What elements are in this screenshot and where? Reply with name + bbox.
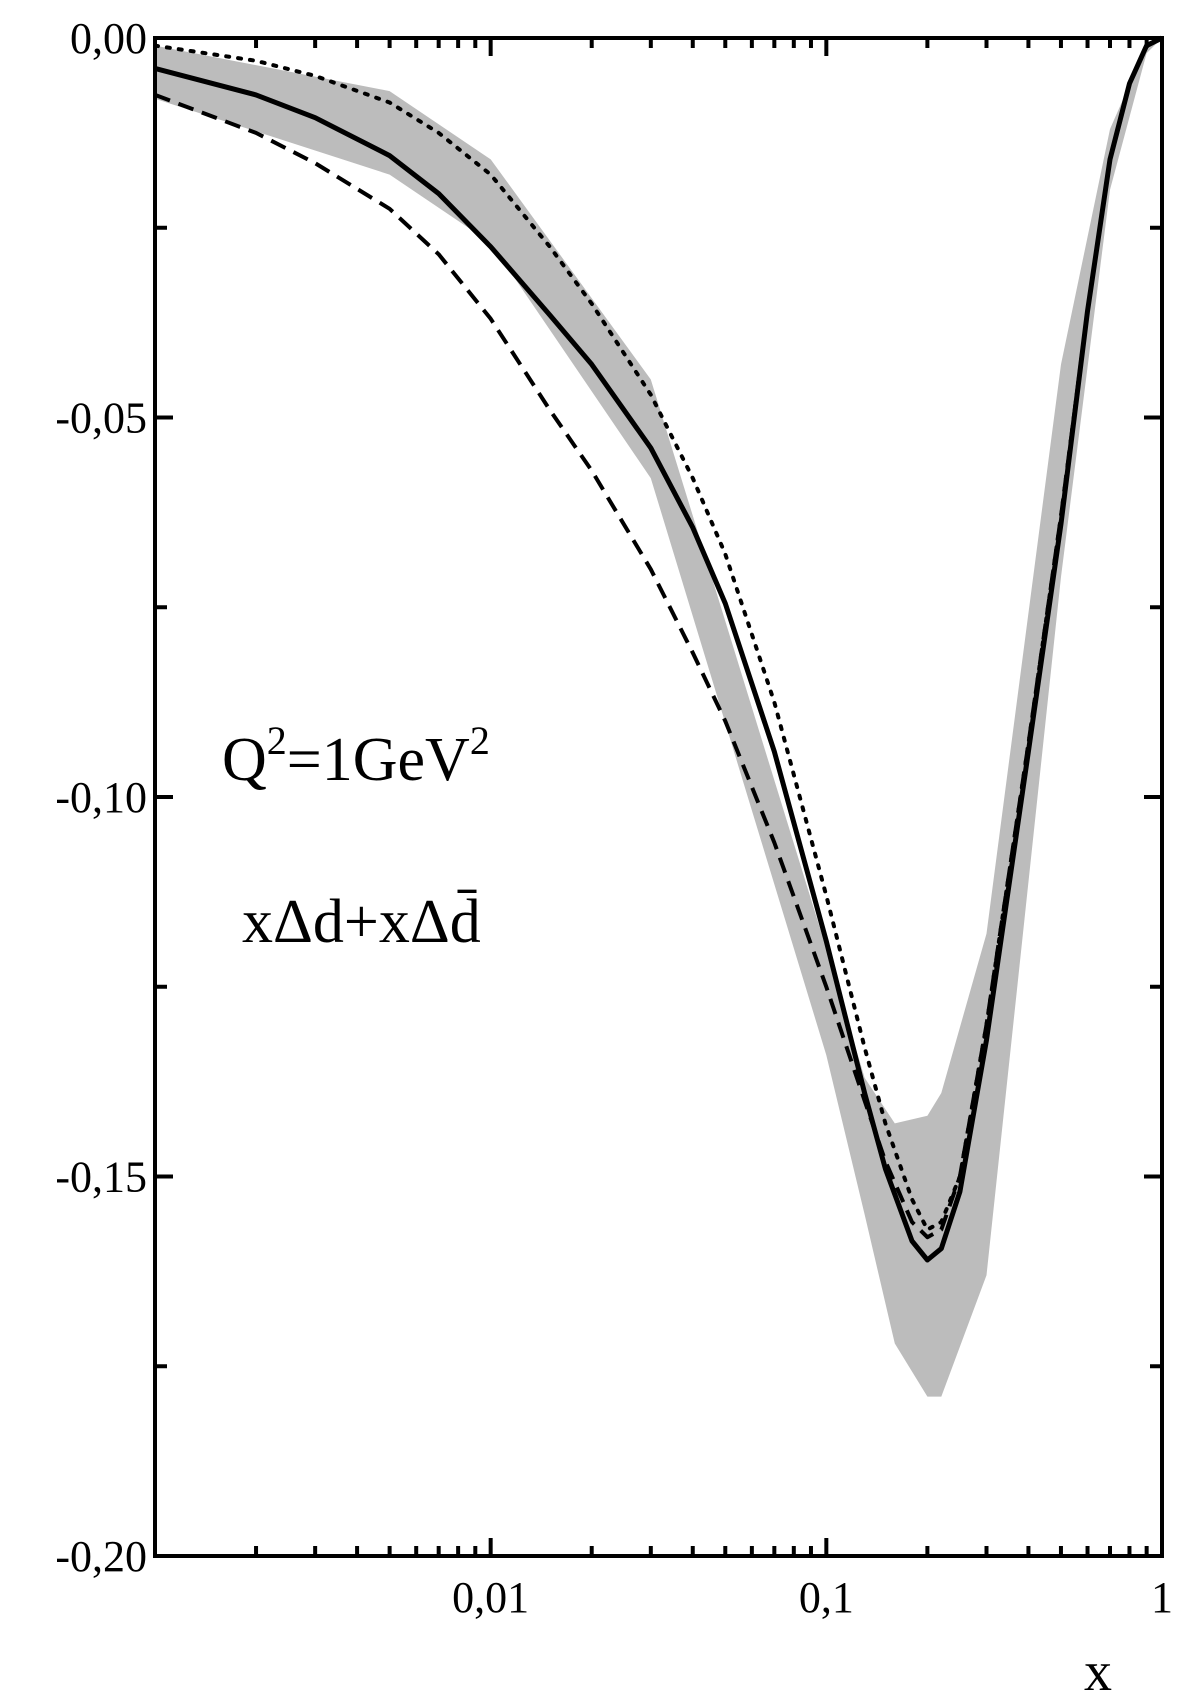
x-tick-label: 0,1 [799,1573,854,1622]
plot-frame [153,36,1164,1558]
annotation-quantity: xΔd+xΔd̄ [242,888,481,956]
x-tick-label: 0,01 [452,1573,529,1622]
annotation-scale-q-exp: 2 [267,718,287,763]
uncertainty-band [155,38,1162,1397]
x-tick-label: 1 [1151,1573,1173,1622]
y-tick-label: 0,00 [70,14,147,63]
y-tick-label: -0,05 [55,394,147,443]
annotation-scale-unit-exp: 2 [470,718,490,763]
annotation-scale: Q2=1GeV2 [222,718,490,794]
x-axis-label: x [1084,1641,1112,1699]
series-line-dotted [153,36,1164,1232]
series-line-solid [154,35,1164,1263]
series-line-dashed [154,36,1163,1240]
annotation-scale-q: Q [222,726,267,794]
y-tick-label: -0,20 [55,1532,147,1581]
series-layer [153,35,1164,1263]
tick-labels-layer: 0,00 -0,05 -0,10 -0,15 -0,20 0,01 0,1 1 [55,14,1173,1622]
annotation-scale-mid: =1GeV [287,726,470,794]
y-tick-label: -0,15 [55,1153,147,1202]
y-tick-label: -0,10 [55,773,147,822]
uncertainty-band-layer [155,38,1162,1397]
